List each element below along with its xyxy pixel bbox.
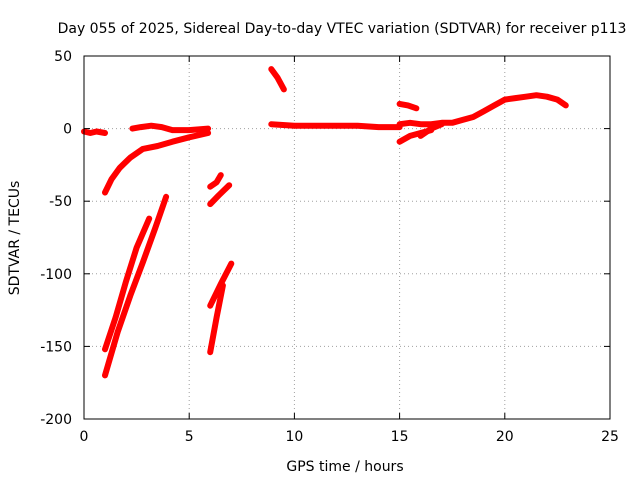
- x-tick-label: 10: [285, 429, 303, 445]
- series-arc-1: [81, 128, 108, 136]
- y-tick-label: 0: [63, 122, 72, 138]
- series-arc-14: [396, 92, 569, 128]
- x-tick-label: 15: [391, 429, 409, 445]
- series-arc-4: [102, 215, 153, 353]
- series-arc-6: [207, 172, 224, 190]
- chart-title: Day 055 of 2025, Sidereal Day-to-day VTE…: [58, 21, 627, 37]
- series-arc-5: [102, 193, 170, 379]
- series-arc-11: [268, 121, 403, 131]
- y-axis: -200 -150 -100 -50 0 50: [40, 49, 610, 428]
- y-tick-label: -50: [49, 194, 72, 210]
- series-arc-2: [102, 130, 212, 196]
- data-traces: [81, 66, 569, 379]
- x-tick-label: 25: [601, 429, 619, 445]
- x-tick-label: 5: [185, 429, 194, 445]
- y-tick-label: -200: [40, 412, 72, 428]
- y-tick-label: -100: [40, 267, 72, 283]
- grid: [84, 56, 610, 419]
- y-tick-label: 50: [54, 49, 72, 65]
- series-arc-15: [417, 121, 445, 139]
- x-axis: 0 5 10 15 20 25: [80, 56, 619, 445]
- plot-frame: [83, 55, 611, 420]
- series-arc-7: [207, 182, 233, 208]
- y-axis-label: SDTVAR / TECUs: [7, 181, 23, 296]
- series-arc-12: [396, 100, 420, 112]
- x-tick-label: 0: [80, 429, 89, 445]
- series-arc-9: [207, 282, 226, 356]
- x-axis-label: GPS time / hours: [286, 459, 403, 475]
- y-tick-label: -150: [40, 339, 72, 355]
- series-arc-10: [268, 66, 287, 93]
- series-arc-3: [129, 122, 212, 134]
- x-tick-label: 20: [496, 429, 514, 445]
